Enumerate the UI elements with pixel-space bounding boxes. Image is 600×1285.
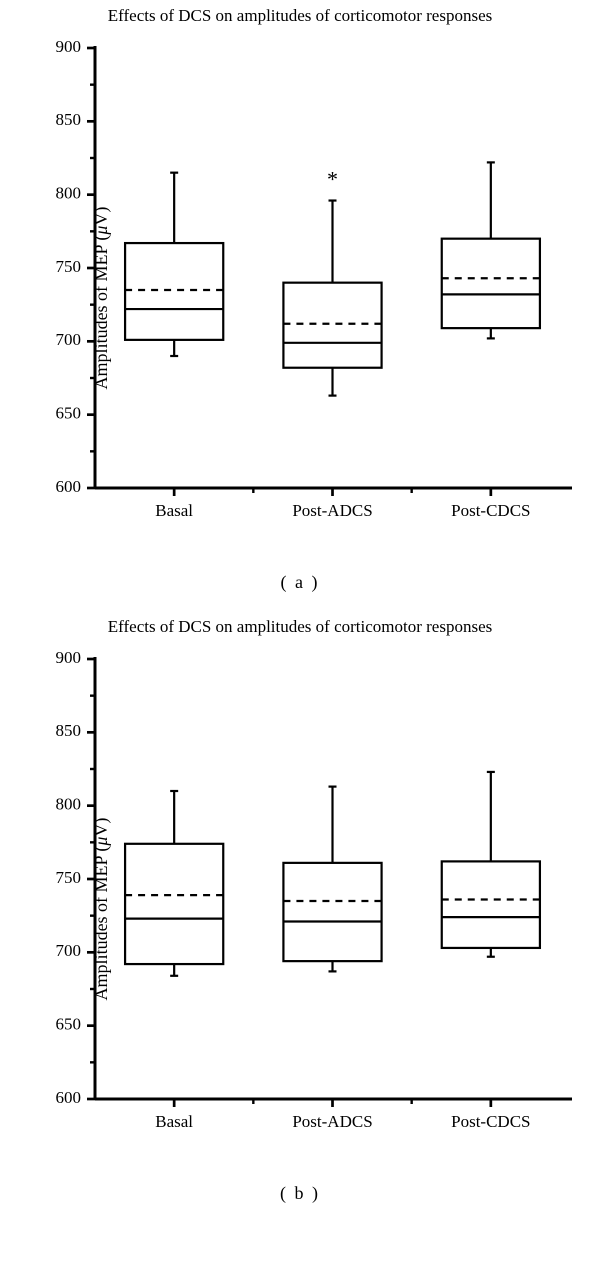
- x-tick-label: Post-CDCS: [451, 1112, 530, 1131]
- boxplot-box: [125, 791, 223, 976]
- boxplot-box: *: [283, 167, 381, 396]
- significance-star-icon: *: [327, 167, 338, 192]
- x-tick-label: Post-CDCS: [451, 501, 530, 520]
- y-tick-label: 700: [56, 330, 82, 349]
- y-tick-label: 650: [56, 1015, 82, 1034]
- chart-panel-a: Effects of DCS on amplitudes of corticom…: [0, 0, 600, 611]
- y-tick-label: 900: [56, 648, 82, 667]
- panel-caption: ( a ): [0, 568, 600, 611]
- y-tick-label: 850: [56, 110, 82, 129]
- chart-title: Effects of DCS on amplitudes of corticom…: [0, 611, 600, 639]
- y-tick-label: 800: [56, 795, 82, 814]
- y-tick-label: 650: [56, 404, 82, 423]
- plot-area: Amplitudes of MEP (μV) 600 650 700 750 800 850…: [0, 639, 600, 1179]
- y-tick-label: 600: [56, 1088, 82, 1107]
- y-tick-label: 700: [56, 941, 82, 960]
- y-tick-label: 900: [56, 37, 82, 56]
- boxplot-box: [442, 772, 540, 957]
- y-tick-label: 600: [56, 477, 82, 496]
- y-tick-label: 750: [56, 868, 82, 887]
- plot-area: Amplitudes of MEP (μV) 600 650 700 750 800 850…: [0, 28, 600, 568]
- x-tick-label: Basal: [155, 501, 193, 520]
- x-tick-label: Post-ADCS: [292, 501, 372, 520]
- boxplot-box: [125, 173, 223, 356]
- chart-title: Effects of DCS on amplitudes of corticom…: [0, 0, 600, 28]
- panel-caption: ( b ): [0, 1179, 600, 1222]
- boxplot-box: [283, 787, 381, 972]
- y-tick-label: 750: [56, 257, 82, 276]
- y-axis-label: Amplitudes of MEP (μV): [91, 207, 112, 390]
- x-tick-label: Basal: [155, 1112, 193, 1131]
- y-axis-label: Amplitudes of MEP (μV): [91, 818, 112, 1001]
- chart-panel-b: Effects of DCS on amplitudes of corticom…: [0, 611, 600, 1222]
- boxplot-box: [442, 162, 540, 338]
- y-tick-label: 850: [56, 721, 82, 740]
- x-tick-label: Post-ADCS: [292, 1112, 372, 1131]
- y-tick-label: 800: [56, 184, 82, 203]
